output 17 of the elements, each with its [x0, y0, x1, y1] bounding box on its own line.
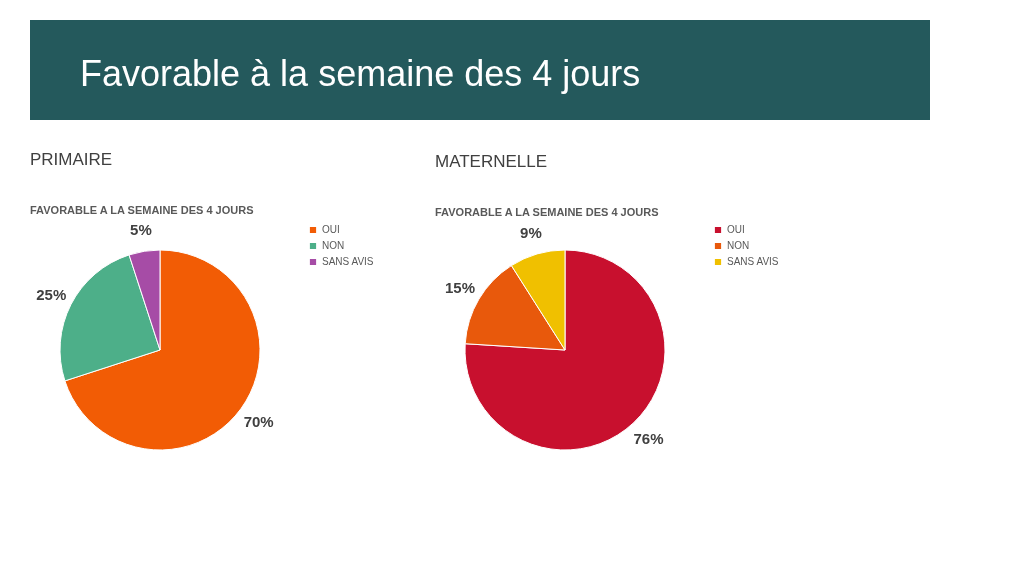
data-label: 70% [243, 412, 274, 430]
chart-title: FAVORABLE A LA SEMAINE DES 4 JOURS [30, 203, 254, 216]
data-label: 9% [520, 223, 542, 241]
data-label: 5% [130, 220, 152, 238]
legend-label: OUI [727, 224, 745, 235]
chart-subtitle: MATERNELLE [435, 152, 548, 171]
chart-subtitle: PRIMAIRE [30, 149, 113, 169]
data-label: 76% [633, 429, 664, 447]
legend-label: OUI [322, 224, 340, 235]
text: Favorable à la semaine des 4 jours [80, 53, 641, 94]
legend-label: NON [322, 240, 345, 251]
legend-label: NON [727, 240, 750, 251]
legend-label: SANS AVIS [322, 256, 374, 267]
legend-label: SANS AVIS [727, 256, 779, 267]
chart-title: FAVORABLE A LA SEMAINE DES 4 JOURS [435, 206, 659, 218]
data-label: 15% [444, 278, 476, 296]
data-label: 25% [36, 285, 67, 303]
